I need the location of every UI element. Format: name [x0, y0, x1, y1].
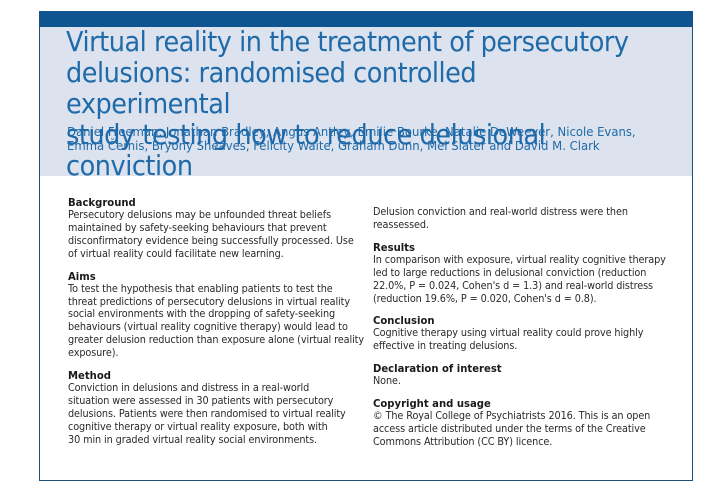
section-text: © The Royal College of Psychiatrists 201…	[373, 411, 651, 448]
section-copyright: Copyright and usage © The Royal College …	[373, 398, 675, 450]
section-declaration: Declaration of interest None.	[373, 363, 675, 389]
section-heading: Conclusion	[373, 315, 435, 328]
article-title: Virtual reality in the treatment of pers…	[66, 26, 629, 182]
section-heading: Declaration of interest	[373, 363, 502, 376]
section-text: In comparison with exposure, virtual rea…	[373, 254, 666, 305]
section-text: Cognitive therapy using virtual reality …	[373, 328, 644, 353]
section-heading: Copyright and usage	[373, 398, 491, 411]
section-text: Persecutory delusions may be unfounded t…	[68, 210, 354, 260]
abstract-box: Virtual reality in the treatment of pers…	[39, 11, 693, 481]
section-method: Method Conviction in delusions and distr…	[68, 370, 370, 448]
section-text: Delusion conviction and real-world distr…	[373, 207, 628, 231]
section-background: Background Persecutory delusions may be …	[68, 197, 370, 262]
abstract-left-column: Background Persecutory delusions may be …	[68, 197, 368, 457]
section-conclusion: Conclusion Cognitive therapy using virtu…	[373, 315, 675, 354]
journal-color-bar	[40, 11, 692, 27]
abstract-right-column: Delusion conviction and real-world distr…	[373, 207, 683, 459]
section-heading: Aims	[68, 270, 96, 283]
section-text: Conviction in delusions and distress in …	[68, 383, 346, 446]
title-header	[40, 27, 692, 176]
section-text: To test the hypothesis that enabling pat…	[68, 283, 365, 360]
section-heading: Background	[68, 197, 136, 209]
section-aims: Aims To test the hypothesis that enablin…	[68, 271, 370, 361]
method-continuation: Delusion conviction and real-world distr…	[373, 207, 675, 233]
section-heading: Method	[68, 370, 111, 383]
section-results: Results In comparison with exposure, vir…	[373, 242, 675, 307]
section-text: None.	[373, 376, 401, 388]
section-heading: Results	[373, 241, 415, 254]
author-list: Daniel Freeman, Jonathan Bradley, Angus …	[67, 124, 636, 153]
